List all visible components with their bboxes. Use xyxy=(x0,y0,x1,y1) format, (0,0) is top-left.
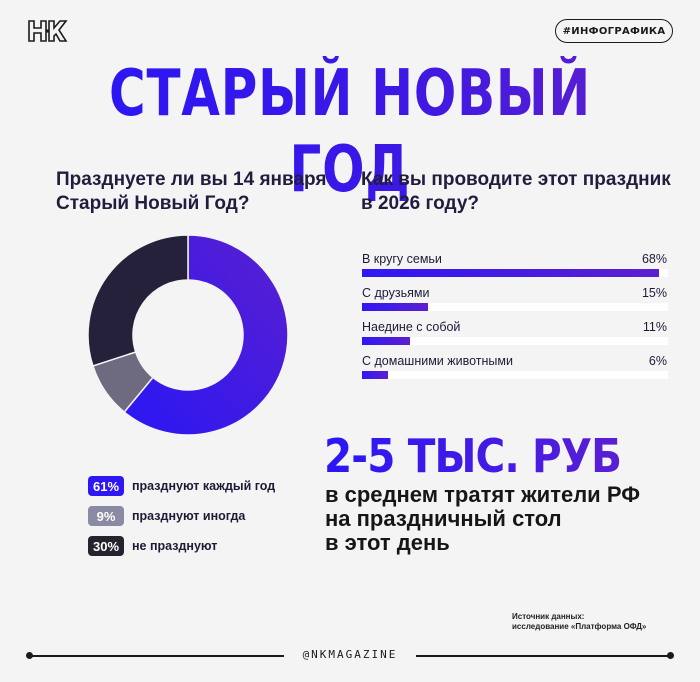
footer-dot-right xyxy=(667,652,674,659)
donut-segment xyxy=(123,235,288,435)
legend-badge: 9% xyxy=(88,506,124,526)
highlight-description: в среднем тратят жители РФ на праздничны… xyxy=(325,482,640,555)
social-handle: @NKMAGAZINE xyxy=(302,648,398,661)
bar-label: Наедине с собой xyxy=(362,320,461,334)
bar-track xyxy=(362,269,668,277)
legend-label: не празднуют xyxy=(132,539,218,553)
legend-item: 9% празднуют иногда xyxy=(88,506,275,526)
bar-track xyxy=(362,337,668,345)
donut-legend: 61% празднуют каждый год 9% празднуют ин… xyxy=(88,476,275,566)
page-title: СТАРЫЙ НОВЫЙ ГОД xyxy=(77,56,623,208)
nk-logo-icon xyxy=(28,20,68,42)
bar-row: В кругу семьи 68% xyxy=(361,252,668,286)
footer-line-right xyxy=(416,655,671,657)
bar-value: 15% xyxy=(641,286,667,300)
legend-item: 30% не празднуют xyxy=(88,536,275,556)
footer-line-left xyxy=(29,655,284,657)
bar-question: Как вы проводите этот праздник в 2026 го… xyxy=(361,169,671,214)
legend-badge: 30% xyxy=(88,536,124,556)
legend-label: празднуют иногда xyxy=(132,509,246,523)
bar-track xyxy=(362,371,668,379)
highlight-amount: 2-5 ТЫС. РУБ xyxy=(324,429,622,483)
bar-value: 11% xyxy=(642,320,667,334)
footer: @NKMAGAZINE xyxy=(26,644,674,668)
bar-row: Наедине с собой 11% xyxy=(361,320,668,354)
legend-item: 61% празднуют каждый год xyxy=(88,476,275,496)
bar-value: 6% xyxy=(648,354,667,368)
donut-chart xyxy=(88,235,288,435)
bar-row: С друзьями 15% xyxy=(361,286,668,320)
infographic-tag: #ИНФОГРАФИКА xyxy=(555,19,673,43)
data-source: Источник данных: исследование «Платформа… xyxy=(512,612,647,631)
bar-fill xyxy=(362,337,411,345)
bar-fill xyxy=(362,371,389,379)
legend-badge: 61% xyxy=(88,476,124,496)
bar-fill xyxy=(362,269,660,277)
bar-row: С домашними животными 6% xyxy=(361,354,668,388)
donut-segment xyxy=(88,235,189,367)
bar-label: В кругу семьи xyxy=(362,252,442,266)
bar-label: С домашними животными xyxy=(362,354,513,368)
legend-label: празднуют каждый год xyxy=(132,479,276,493)
bar-track xyxy=(362,303,668,311)
bar-label: С друзьями xyxy=(362,286,430,300)
donut-question: Празднуете ли вы 14 января Старый Новый … xyxy=(56,169,327,214)
bar-value: 68% xyxy=(641,252,667,266)
bar-fill xyxy=(362,303,428,311)
bar-chart: В кругу семьи 68% С друзьями 15% Наедине… xyxy=(361,252,668,388)
